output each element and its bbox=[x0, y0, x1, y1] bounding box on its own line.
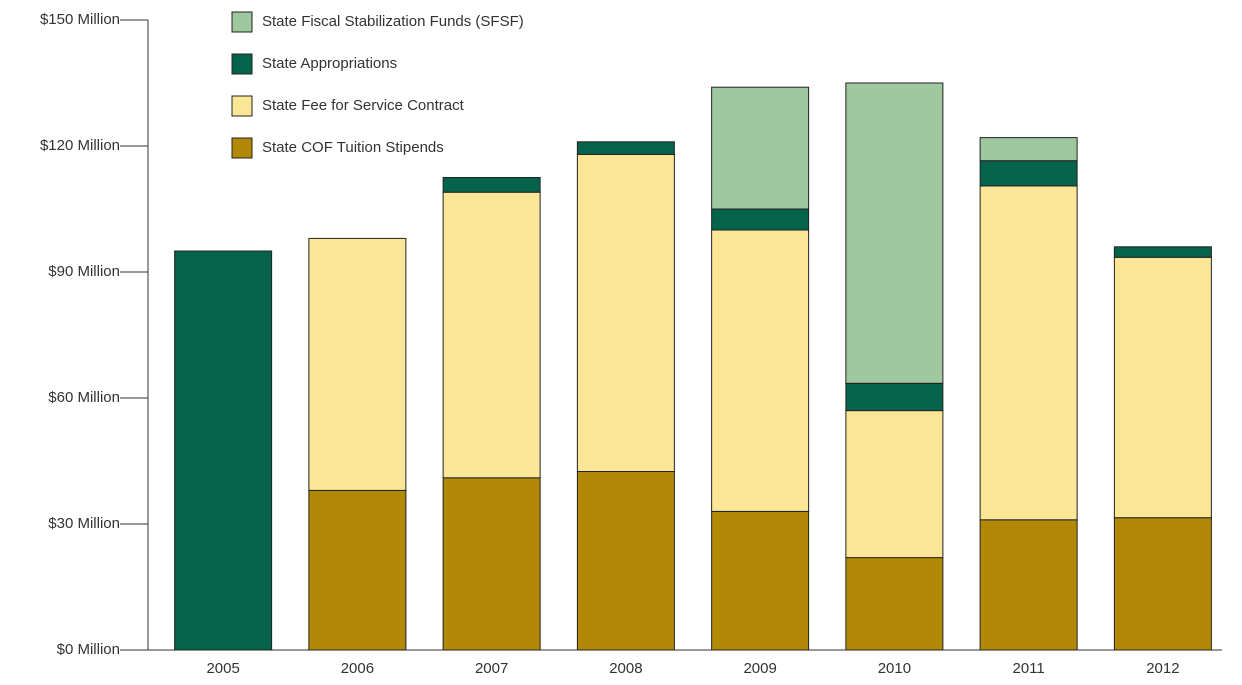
y-tick-label: $90 Million bbox=[48, 263, 120, 280]
bar-segment bbox=[845, 410, 944, 559]
x-tick-label: 2005 bbox=[206, 660, 239, 677]
y-tick-label: $60 Million bbox=[48, 389, 120, 406]
bar-segment bbox=[1113, 246, 1212, 258]
bar-segment bbox=[576, 141, 675, 155]
bar-segment bbox=[979, 519, 1078, 651]
legend-label: State Fiscal Stabilization Funds (SFSF) bbox=[262, 13, 524, 30]
bar-segment bbox=[711, 510, 810, 651]
x-tick-label: 2011 bbox=[1012, 660, 1044, 677]
bar-segment bbox=[979, 185, 1078, 521]
bar-segment bbox=[308, 237, 407, 491]
y-tick-label: $120 Million bbox=[40, 137, 120, 154]
bar-segment bbox=[308, 489, 407, 651]
bar-segment bbox=[979, 137, 1078, 162]
bar-segment bbox=[845, 557, 944, 651]
bar-segment bbox=[845, 382, 944, 412]
y-tick-label: $0 Million bbox=[57, 641, 120, 658]
bar-segment bbox=[711, 208, 810, 231]
legend-swatch bbox=[231, 53, 253, 75]
bar-segment bbox=[1113, 517, 1212, 651]
x-tick-label: 2012 bbox=[1146, 660, 1179, 677]
legend-swatch bbox=[231, 137, 253, 159]
legend-swatch bbox=[231, 95, 253, 117]
bar-segment bbox=[442, 477, 541, 651]
legend-label: State COF Tuition Stipends bbox=[262, 139, 444, 156]
bar-segment bbox=[1113, 256, 1212, 519]
legend-label: State Fee for Service Contract bbox=[262, 97, 465, 114]
bar-segment bbox=[845, 82, 944, 384]
bar-segment bbox=[174, 250, 273, 651]
bar-segment bbox=[442, 191, 541, 479]
bar-segment bbox=[711, 86, 810, 210]
x-tick-label: 2010 bbox=[878, 660, 911, 677]
y-tick-label: $150 Million bbox=[40, 11, 120, 28]
bar-segment bbox=[442, 177, 541, 193]
x-tick-label: 2009 bbox=[743, 660, 776, 677]
bar-segment bbox=[576, 153, 675, 472]
legend-label: State Appropriations bbox=[262, 55, 397, 72]
y-tick-label: $30 Million bbox=[48, 515, 120, 532]
x-tick-label: 2007 bbox=[475, 660, 508, 677]
x-tick-label: 2008 bbox=[609, 660, 642, 677]
x-tick-label: 2006 bbox=[341, 660, 374, 677]
bar-segment bbox=[711, 229, 810, 512]
bar-segment bbox=[979, 160, 1078, 187]
legend-swatch bbox=[231, 11, 253, 33]
bar-segment bbox=[576, 471, 675, 651]
